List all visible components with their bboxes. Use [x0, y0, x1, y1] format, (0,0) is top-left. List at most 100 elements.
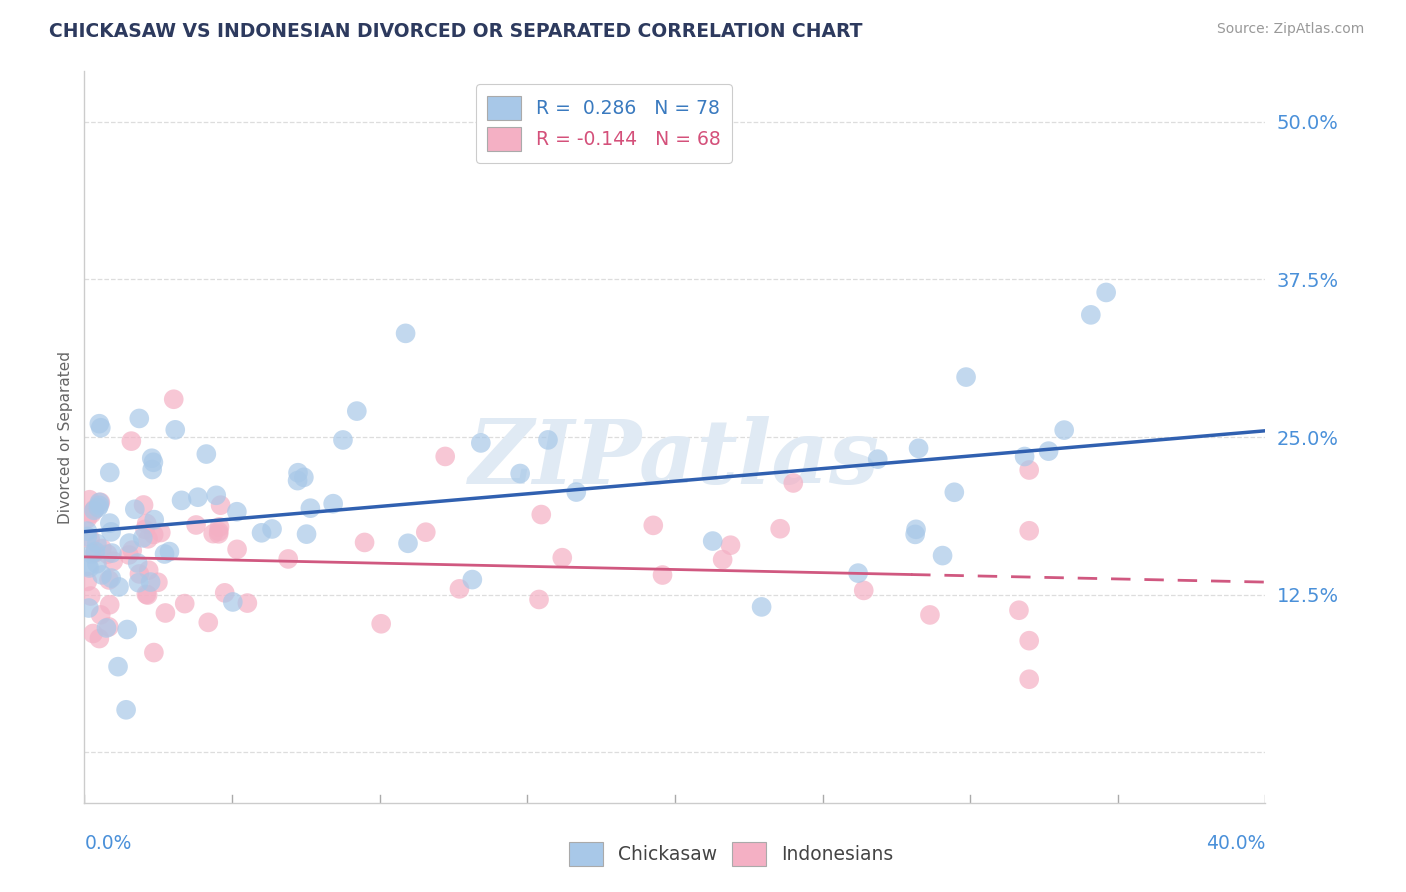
- Point: [782, 475, 804, 490]
- Point: [260, 522, 283, 536]
- Point: [82, 626, 104, 640]
- Point: [292, 470, 315, 484]
- Point: [1018, 463, 1040, 477]
- Point: [461, 573, 484, 587]
- Text: Source: ZipAtlas.com: Source: ZipAtlas.com: [1216, 22, 1364, 37]
- Point: [751, 599, 773, 614]
- Point: [134, 522, 156, 536]
- Point: [80, 547, 103, 561]
- Point: [83, 503, 105, 517]
- Text: ZIPatlas: ZIPatlas: [470, 416, 880, 502]
- Point: [197, 615, 219, 630]
- Point: [79, 589, 101, 603]
- Point: [132, 498, 155, 512]
- Point: [90, 607, 112, 622]
- Point: [135, 587, 157, 601]
- Point: [195, 447, 218, 461]
- Point: [643, 518, 665, 533]
- Point: [86, 557, 108, 571]
- Legend: Chickasaw, Indonesians: Chickasaw, Indonesians: [561, 835, 901, 873]
- Point: [205, 488, 228, 502]
- Point: [90, 421, 112, 435]
- Point: [931, 549, 953, 563]
- Point: [124, 502, 146, 516]
- Point: [136, 532, 159, 546]
- Point: [89, 495, 111, 509]
- Point: [89, 417, 111, 431]
- Point: [225, 505, 247, 519]
- Point: [89, 499, 111, 513]
- Point: [527, 592, 550, 607]
- Point: [565, 485, 588, 500]
- Point: [98, 598, 121, 612]
- Point: [97, 547, 120, 561]
- Point: [170, 493, 193, 508]
- Point: [1095, 285, 1118, 300]
- Point: [165, 423, 187, 437]
- Point: [76, 574, 98, 589]
- Point: [76, 524, 98, 538]
- Point: [1018, 633, 1040, 648]
- Point: [295, 527, 318, 541]
- Point: [80, 507, 103, 521]
- Point: [1014, 450, 1036, 464]
- Point: [141, 462, 163, 476]
- Point: [135, 516, 157, 531]
- Point: [537, 433, 560, 447]
- Legend: R =  0.286   N = 78, R = -0.144   N = 68: R = 0.286 N = 78, R = -0.144 N = 68: [477, 85, 733, 162]
- Point: [136, 588, 159, 602]
- Point: [434, 450, 457, 464]
- Point: [128, 575, 150, 590]
- Point: [509, 467, 531, 481]
- Point: [236, 596, 259, 610]
- Point: [226, 542, 249, 557]
- Text: 0.0%: 0.0%: [84, 834, 132, 854]
- Point: [208, 524, 231, 539]
- Point: [103, 554, 125, 568]
- Point: [866, 452, 889, 467]
- Point: [118, 548, 141, 562]
- Point: [149, 525, 172, 540]
- Point: [96, 621, 118, 635]
- Point: [76, 559, 98, 574]
- Point: [77, 601, 100, 615]
- Point: [173, 597, 195, 611]
- Point: [287, 474, 309, 488]
- Point: [97, 620, 120, 634]
- Point: [153, 547, 176, 561]
- Point: [76, 511, 98, 525]
- Point: [720, 538, 742, 552]
- Point: [184, 518, 207, 533]
- Point: [277, 552, 299, 566]
- Point: [470, 436, 492, 450]
- Point: [702, 534, 724, 549]
- Point: [132, 531, 155, 545]
- Point: [141, 451, 163, 466]
- Point: [108, 580, 131, 594]
- Point: [138, 563, 160, 577]
- Point: [79, 492, 101, 507]
- Point: [711, 552, 734, 566]
- Point: [852, 583, 875, 598]
- Point: [76, 529, 98, 543]
- Point: [1080, 308, 1102, 322]
- Point: [89, 632, 111, 646]
- Y-axis label: Divorced or Separated: Divorced or Separated: [58, 351, 73, 524]
- Point: [115, 623, 138, 637]
- Point: [222, 595, 245, 609]
- Point: [346, 404, 368, 418]
- Point: [769, 522, 792, 536]
- Point: [79, 532, 101, 546]
- Point: [84, 544, 107, 558]
- Point: [918, 607, 941, 622]
- Point: [209, 498, 232, 512]
- Point: [101, 546, 124, 560]
- Point: [118, 536, 141, 550]
- Point: [1008, 603, 1031, 617]
- Point: [121, 543, 143, 558]
- Point: [214, 586, 236, 600]
- Point: [370, 616, 392, 631]
- Point: [142, 646, 165, 660]
- Point: [83, 502, 105, 516]
- Point: [1018, 672, 1040, 686]
